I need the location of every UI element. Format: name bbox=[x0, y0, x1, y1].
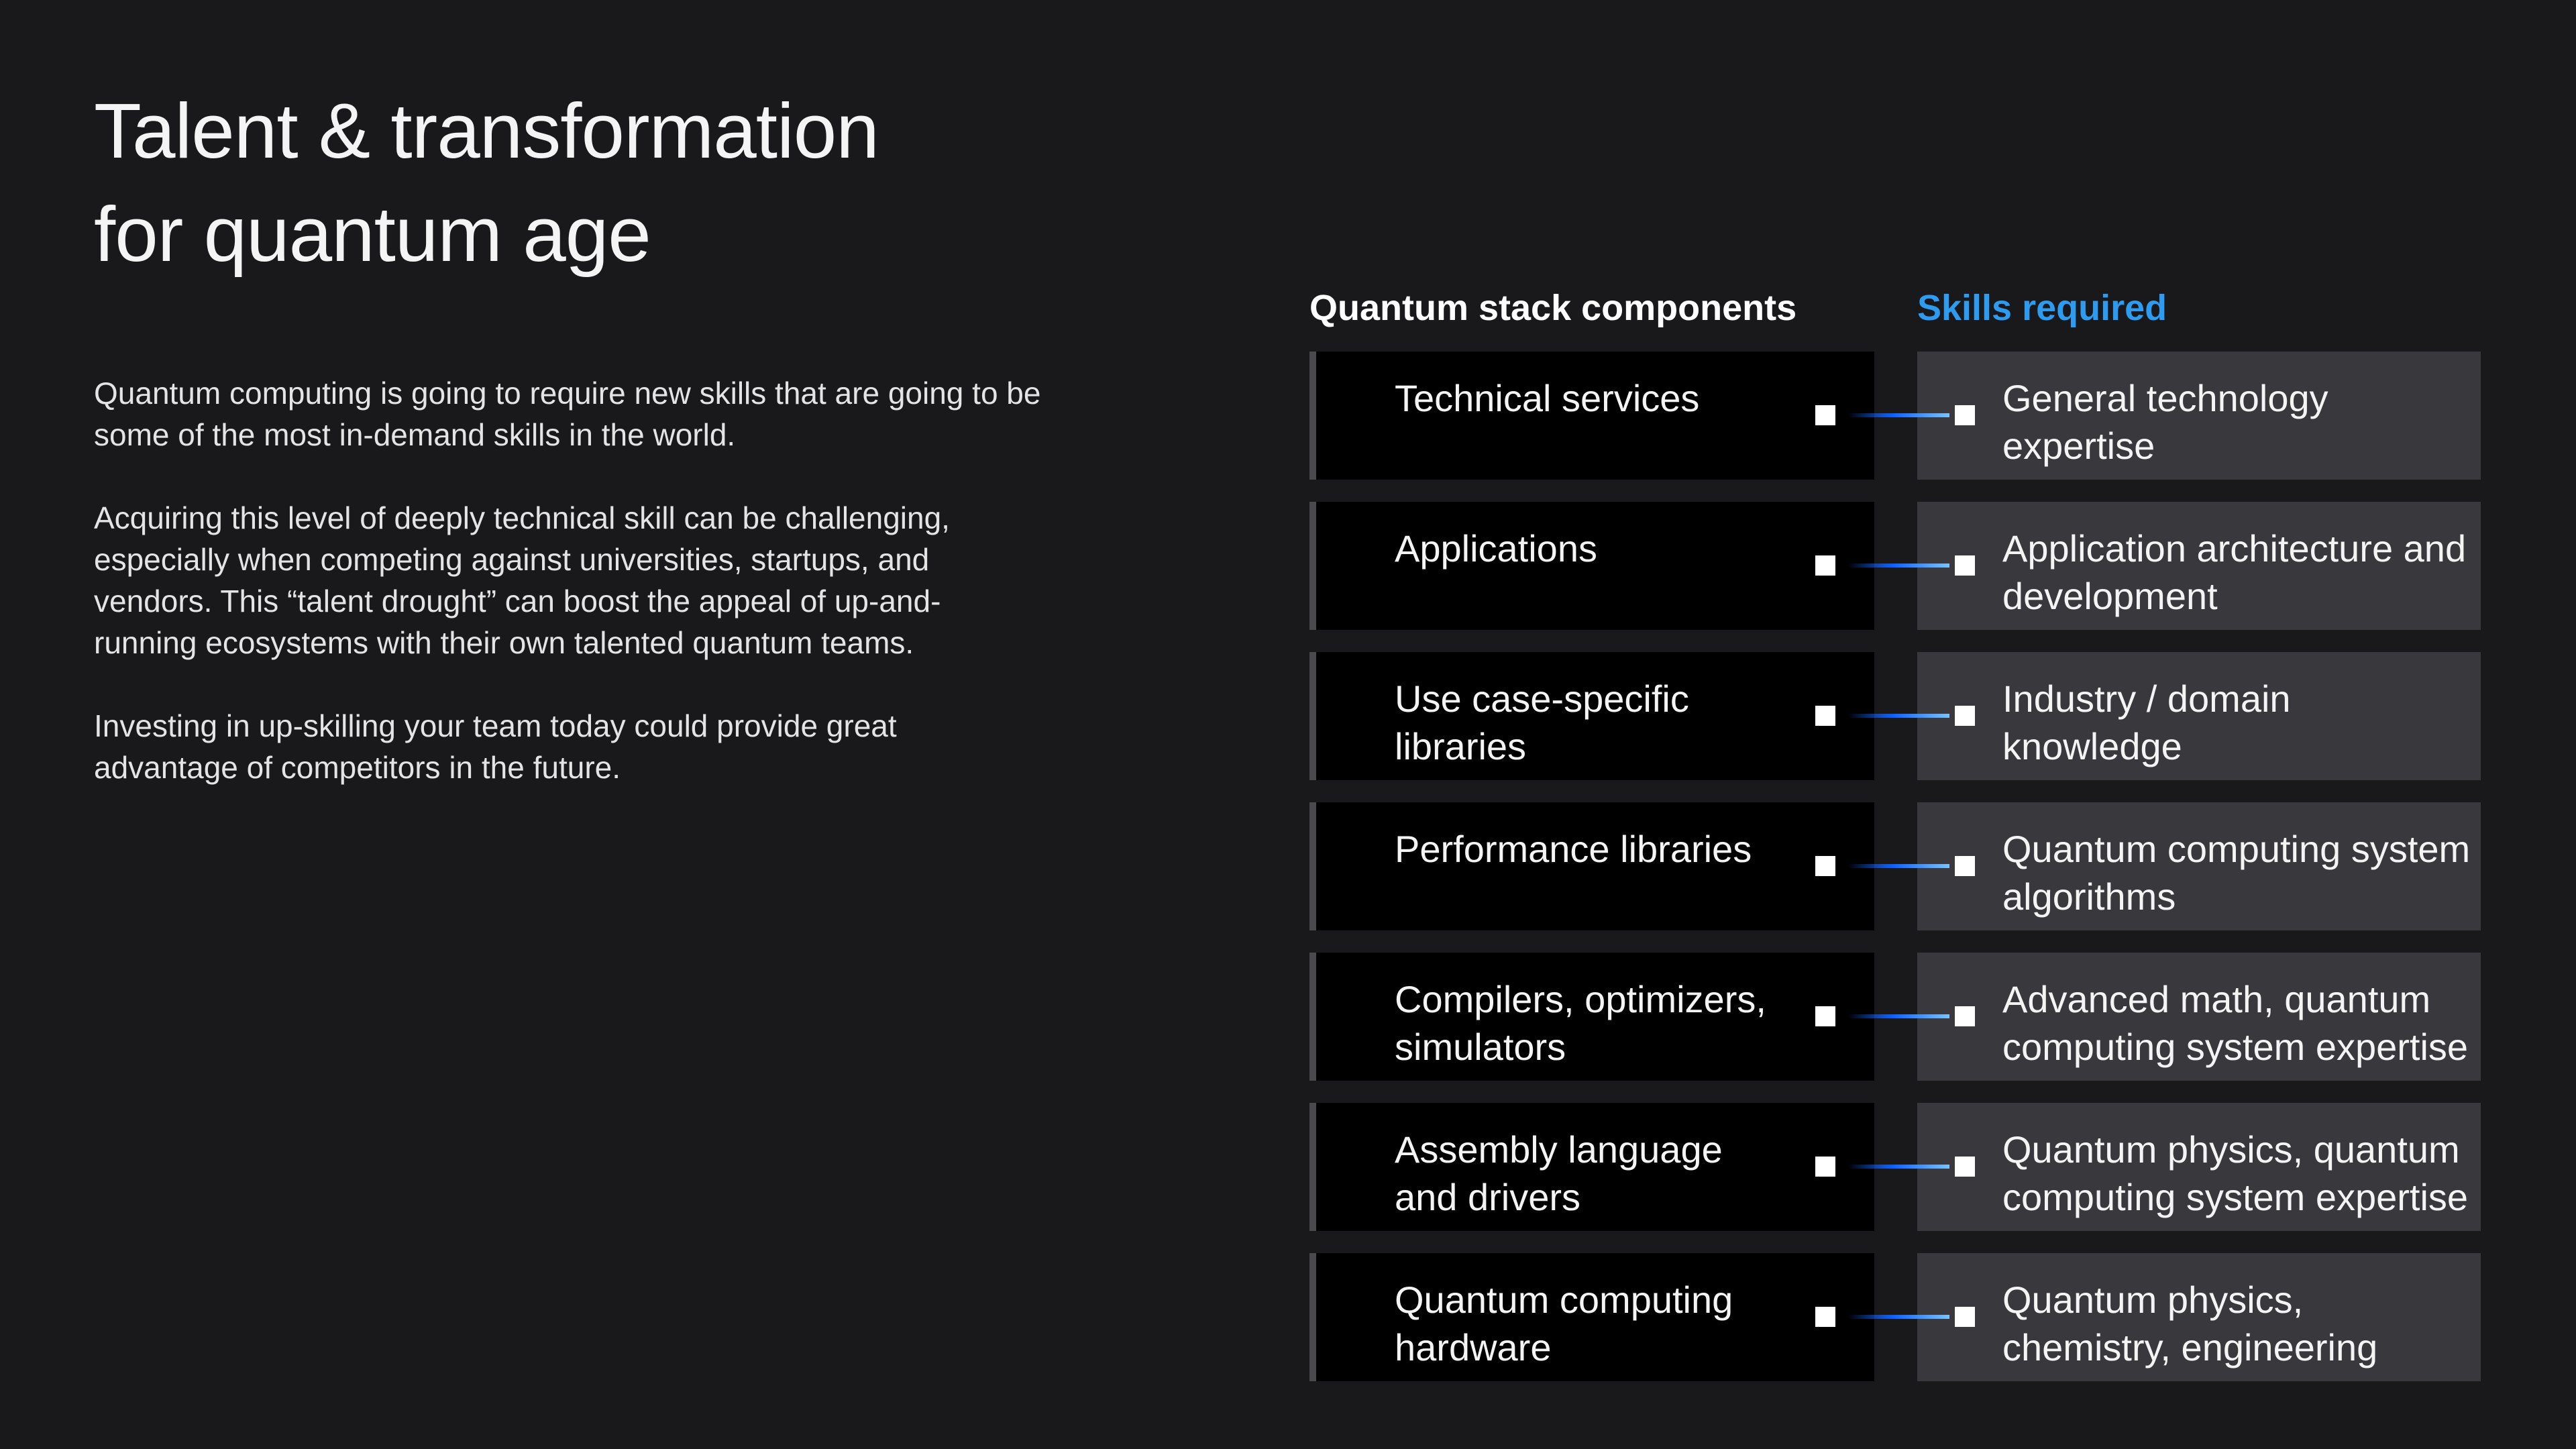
skill-label: Industry / domain knowledge bbox=[2002, 678, 2291, 767]
connector-node-left bbox=[1815, 1157, 1835, 1177]
intro-text: Quantum computing is going to require ne… bbox=[94, 372, 1060, 830]
skill-box: General technology expertise bbox=[1917, 352, 2481, 480]
connector-line bbox=[1847, 564, 1949, 568]
connector-line bbox=[1847, 1165, 1949, 1169]
connector-node-left bbox=[1815, 555, 1835, 576]
skill-label: General technology expertise bbox=[2002, 377, 2328, 467]
connector-line bbox=[1847, 413, 1949, 417]
stack-component-box: Assembly language and drivers bbox=[1309, 1103, 1874, 1231]
connector-node-right bbox=[1955, 555, 1975, 576]
skill-label: Application architecture and development bbox=[2002, 527, 2467, 617]
connector-node-left bbox=[1815, 1307, 1835, 1327]
components-header: Quantum stack components bbox=[1309, 288, 1797, 328]
connector-node-right bbox=[1955, 856, 1975, 876]
connector-node-left bbox=[1815, 856, 1835, 876]
stack-component-label: Compilers, optimizers, simulators bbox=[1395, 978, 1766, 1068]
stack-component-label: Use case-specific libraries bbox=[1395, 678, 1689, 767]
intro-paragraph: Investing in up-skilling your team today… bbox=[94, 708, 897, 785]
mapping-row: Performance libraries Quantum computing s… bbox=[1309, 802, 2481, 930]
connector-line bbox=[1847, 864, 1949, 868]
connector-node-right bbox=[1955, 1157, 1975, 1177]
intro-paragraph: Quantum computing is going to require ne… bbox=[94, 376, 1041, 452]
skill-label: Quantum computing system algorithms bbox=[2002, 828, 2471, 918]
stack-component-label: Applications bbox=[1395, 527, 1597, 570]
mapping-row: Assembly language and drivers Quantum phy… bbox=[1309, 1103, 2481, 1231]
skill-label: Quantum physics, quantum computing syste… bbox=[2002, 1128, 2469, 1218]
connector-node-right bbox=[1955, 706, 1975, 726]
stack-component-box: Quantum computing hardware bbox=[1309, 1253, 1874, 1381]
connector-line bbox=[1847, 714, 1949, 718]
connector-node-right bbox=[1955, 1006, 1975, 1026]
connector-node-right bbox=[1955, 405, 1975, 425]
stack-component-box: Technical services bbox=[1309, 352, 1874, 480]
mapping-row: Applications Application architecture and… bbox=[1309, 502, 2481, 630]
stack-component-box: Applications bbox=[1309, 502, 1874, 630]
connector-line bbox=[1847, 1315, 1949, 1319]
mapping-row: Technical services General technology exp… bbox=[1309, 352, 2481, 480]
skill-label: Quantum physics, chemistry, engineering bbox=[2002, 1279, 2378, 1368]
skill-label: Advanced math, quantum computing system … bbox=[2002, 978, 2469, 1068]
connector-node-right bbox=[1955, 1307, 1975, 1327]
stack-component-label: Performance libraries bbox=[1395, 828, 1752, 870]
connector-node-left bbox=[1815, 405, 1835, 425]
skill-box: Quantum physics, chemistry, engineering bbox=[1917, 1253, 2481, 1381]
title-line-2: for quantum age bbox=[94, 191, 651, 278]
skill-box: Advanced math, quantum computing system … bbox=[1917, 953, 2481, 1081]
connector-node-left bbox=[1815, 706, 1835, 726]
stack-component-box: Compilers, optimizers, simulators bbox=[1309, 953, 1874, 1081]
skill-box: Industry / domain knowledge bbox=[1917, 652, 2481, 780]
intro-paragraph: Acquiring this level of deeply technical… bbox=[94, 500, 950, 660]
skill-box: Quantum physics, quantum computing syste… bbox=[1917, 1103, 2481, 1231]
skill-box: Quantum computing system algorithms bbox=[1917, 802, 2481, 930]
skill-box: Application architecture and development bbox=[1917, 502, 2481, 630]
stack-component-box: Use case-specific libraries bbox=[1309, 652, 1874, 780]
mapping-row: Use case-specific libraries Industry / do… bbox=[1309, 652, 2481, 780]
page-title: Talent & transformation for quantum age bbox=[94, 79, 879, 286]
stack-component-label: Technical services bbox=[1395, 377, 1700, 419]
stack-component-label: Assembly language and drivers bbox=[1395, 1128, 1723, 1218]
title-line-1: Talent & transformation bbox=[94, 87, 879, 174]
stack-component-label: Quantum computing hardware bbox=[1395, 1279, 1733, 1368]
connector-line bbox=[1847, 1014, 1949, 1018]
mapping-row: Compilers, optimizers, simulators Advance… bbox=[1309, 953, 2481, 1081]
skills-header: Skills required bbox=[1917, 288, 2167, 328]
connector-node-left bbox=[1815, 1006, 1835, 1026]
stack-component-box: Performance libraries bbox=[1309, 802, 1874, 930]
mapping-row: Quantum computing hardware Quantum physic… bbox=[1309, 1253, 2481, 1381]
